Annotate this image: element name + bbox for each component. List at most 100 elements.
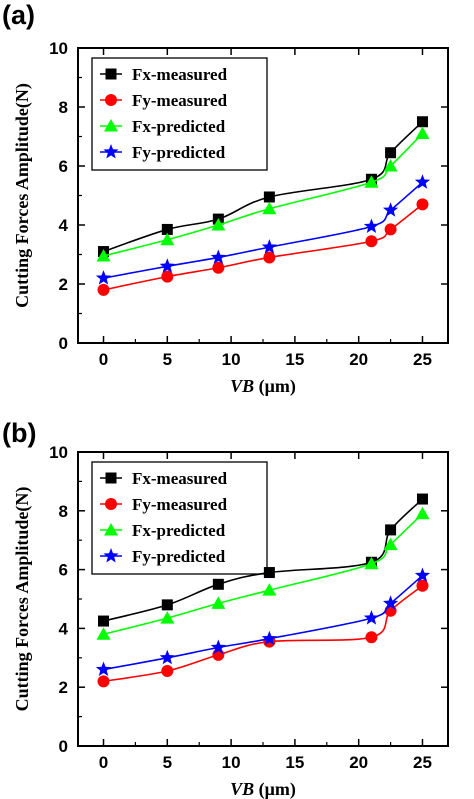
y-tick-label: 10 [49, 39, 68, 58]
legend-marker [104, 119, 118, 132]
legend-entry: Fy-predicted [132, 143, 226, 162]
y-tick-label: 8 [59, 98, 68, 117]
y-tick-label: 4 [59, 216, 69, 235]
x-tick-label: 10 [222, 350, 241, 369]
legend-marker [103, 548, 119, 563]
legend-entry: Fy-measured [132, 91, 228, 110]
x-tick-label: 0 [99, 753, 108, 772]
series-fx-predicted [96, 506, 430, 640]
x-axis-title-var: VB [230, 779, 254, 799]
x-axis-title: VB (μm) [230, 779, 296, 799]
series-fy-predicted [95, 174, 431, 285]
legend-entry: Fy-measured [132, 495, 228, 514]
data-point [363, 218, 380, 233]
x-tick-label: 15 [285, 753, 304, 772]
series-fy-predicted [95, 567, 431, 677]
series-line [103, 203, 423, 291]
data-point [383, 537, 398, 551]
y-tick-label: 6 [59, 561, 68, 580]
x-axis-title-unit: (μm) [254, 779, 296, 799]
series-fy-measured [97, 579, 429, 688]
data-point [363, 610, 380, 625]
data-point [382, 595, 399, 610]
x-tick-label: 20 [349, 350, 368, 369]
legend-entry: Fy-predicted [132, 547, 226, 566]
legend-entry: Fx-measured [132, 65, 228, 84]
x-tick-label: 20 [349, 753, 368, 772]
data-point [263, 567, 275, 579]
legend-marker [105, 472, 117, 484]
data-point [414, 567, 431, 582]
y-tick-label: 2 [59, 275, 68, 294]
legend-entry: Fx-predicted [132, 117, 226, 136]
legend-entry: Fx-predicted [132, 521, 226, 540]
panel-label: (b) [2, 418, 36, 448]
data-point [263, 251, 276, 264]
data-point [95, 661, 112, 677]
data-point [160, 232, 175, 246]
data-point [97, 675, 110, 688]
data-point [159, 649, 175, 665]
y-tick-label: 6 [59, 157, 68, 176]
x-tick-label: 25 [413, 350, 432, 369]
data-point [261, 239, 277, 254]
legend-marker [105, 498, 117, 510]
legend-entry: Fx-measured [132, 469, 228, 488]
legend-marker [104, 523, 118, 536]
data-point [161, 270, 174, 283]
data-point [416, 579, 429, 592]
data-point [385, 524, 397, 536]
series-fy-measured [97, 198, 429, 296]
data-point [95, 270, 112, 285]
data-point [159, 258, 175, 273]
x-tick-label: 25 [413, 753, 432, 772]
data-point [160, 611, 175, 624]
data-point [96, 627, 111, 640]
x-tick-label: 15 [285, 350, 304, 369]
data-point [263, 191, 275, 203]
series-fx-measured [98, 116, 428, 258]
data-point [414, 174, 431, 189]
y-tick-label: 10 [49, 443, 68, 462]
x-tick-label: 0 [99, 350, 108, 369]
data-point [161, 599, 173, 611]
data-point [161, 223, 173, 235]
data-point [415, 506, 430, 520]
y-tick-label: 8 [59, 502, 68, 521]
data-point [384, 223, 397, 236]
data-point [211, 596, 226, 609]
data-point [262, 583, 277, 596]
legend: Fx-measured Fy-measured Fx-predicted Fy-pre… [91, 57, 268, 171]
y-tick-label: 4 [59, 619, 69, 638]
legend-marker [105, 68, 117, 80]
legend: Fx-measured Fy-measured Fx-predicted Fy-pre… [91, 461, 268, 575]
legend-frame [91, 57, 268, 171]
data-point [98, 615, 110, 627]
panel-label: (a) [2, 0, 35, 30]
data-point [210, 639, 226, 654]
x-axis-title-var: VB [230, 376, 254, 396]
data-point [385, 147, 397, 159]
data-point [261, 630, 277, 646]
data-point [262, 201, 277, 215]
data-point [416, 116, 428, 128]
y-tick-label: 0 [59, 737, 68, 756]
data-point [382, 202, 399, 217]
data-point [212, 578, 224, 590]
x-tick-label: 5 [163, 350, 172, 369]
legend-marker [105, 94, 117, 106]
data-point [364, 556, 379, 570]
data-point [364, 175, 379, 188]
data-point [416, 198, 429, 211]
y-axis-title: Cutting Forces Amplitude(N) [12, 83, 33, 308]
chart-panel-a: (a) 0 5 10 15 20 25 0 2 4 6 8 10 VB (μm) Cutting Force… [2, 0, 449, 397]
data-point [212, 261, 225, 274]
data-point [415, 126, 430, 140]
data-point [97, 283, 110, 296]
legend-marker [103, 144, 119, 159]
data-point [161, 665, 174, 678]
data-point [383, 159, 398, 172]
y-tick-label: 2 [59, 678, 68, 697]
y-axis-title: Cutting Forces Amplitude(N) [12, 487, 33, 712]
x-tick-label: 10 [222, 753, 241, 772]
